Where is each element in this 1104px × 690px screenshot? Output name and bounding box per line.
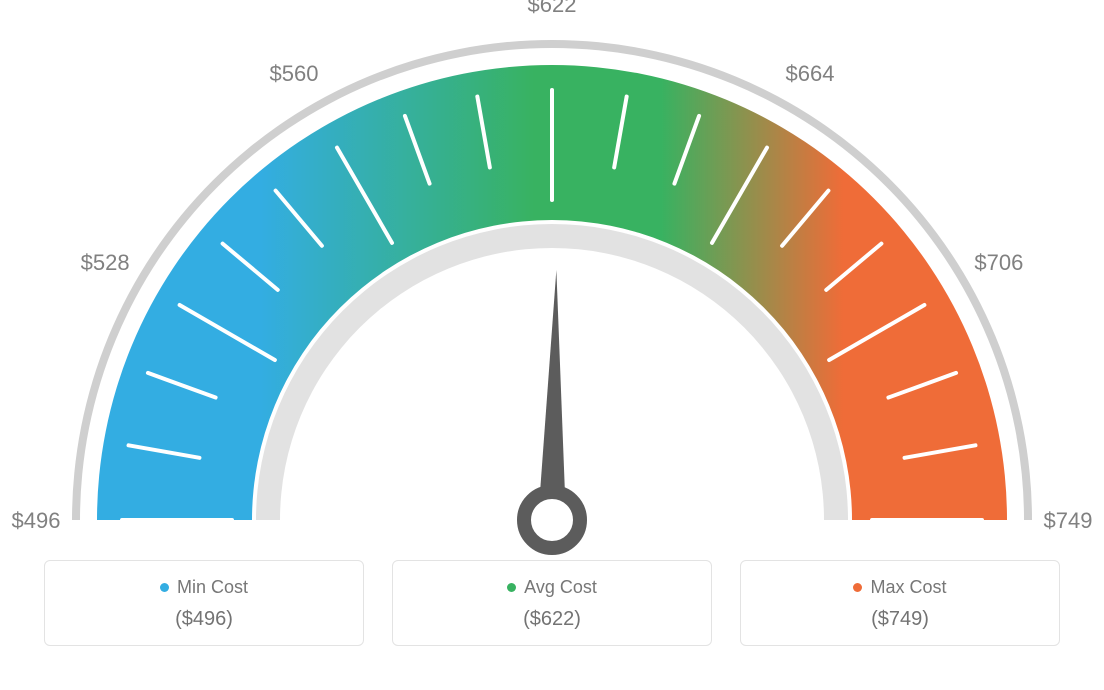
- legend-row: Min Cost ($496) Avg Cost ($622) Max Cost…: [0, 560, 1104, 646]
- gauge-tick-label: $528: [81, 250, 130, 275]
- gauge-tick-label: $496: [12, 508, 61, 533]
- legend-value-min: ($496): [45, 608, 363, 631]
- legend-dot-avg: [507, 583, 516, 592]
- gauge-tick-label: $749: [1044, 508, 1093, 533]
- legend-dot-min: [160, 583, 169, 592]
- legend-label-max: Max Cost: [870, 577, 946, 598]
- legend-value-max: ($749): [741, 608, 1059, 631]
- cost-gauge-chart: $496 $528 $560 $622 $664 $706 $749: [0, 0, 1104, 560]
- legend-card-min: Min Cost ($496): [44, 560, 364, 646]
- legend-card-avg: Avg Cost ($622): [392, 560, 712, 646]
- legend-value-avg: ($622): [393, 608, 711, 631]
- gauge-tick-label: $560: [270, 61, 319, 86]
- gauge-svg: $496 $528 $560 $622 $664 $706 $749: [0, 0, 1104, 560]
- gauge-tick-label: $706: [974, 250, 1023, 275]
- legend-card-max: Max Cost ($749): [740, 560, 1060, 646]
- legend-label-min: Min Cost: [177, 577, 248, 598]
- legend-top: Max Cost: [741, 577, 1059, 598]
- gauge-tick-label: $622: [528, 0, 577, 17]
- gauge-tick-label: $664: [786, 61, 835, 86]
- legend-label-avg: Avg Cost: [524, 577, 597, 598]
- legend-top: Avg Cost: [393, 577, 711, 598]
- legend-dot-max: [853, 583, 862, 592]
- legend-top: Min Cost: [45, 577, 363, 598]
